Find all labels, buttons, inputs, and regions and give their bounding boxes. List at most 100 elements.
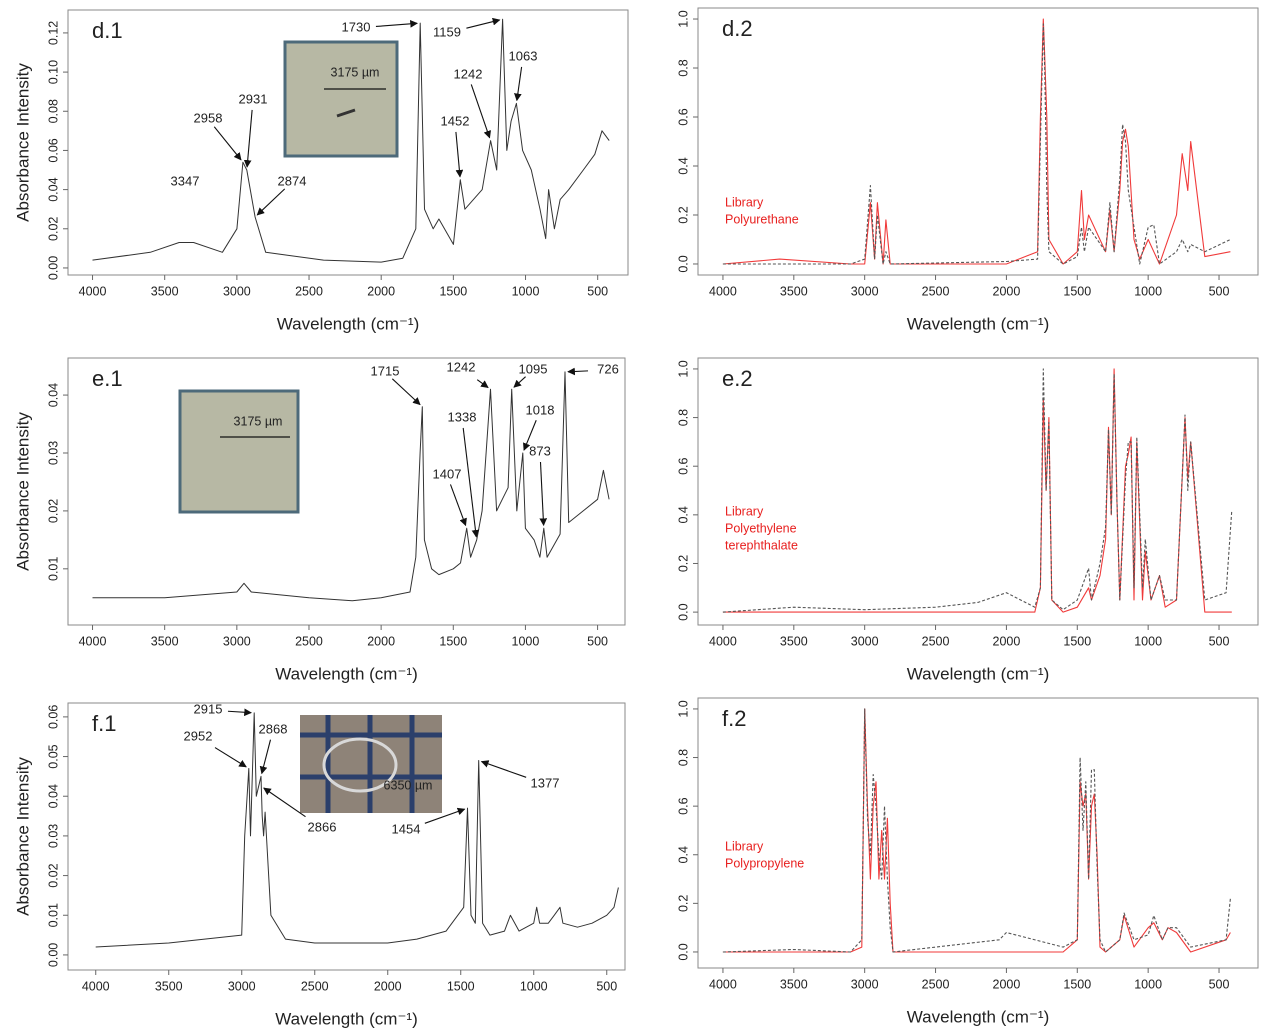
peak-label: 2868 (259, 721, 288, 736)
x-tick-label: 3500 (780, 634, 808, 648)
peak-label: 1338 (448, 409, 477, 424)
x-tick-label: 4000 (82, 979, 110, 993)
peak-arrow (256, 188, 286, 216)
peak-label: 2931 (239, 91, 268, 106)
spectrum-line (722, 18, 1231, 265)
peak-arrow (214, 747, 247, 768)
y-tick-label: 0.0 (676, 943, 690, 960)
panel-label: e.2 (722, 366, 753, 391)
peak-label: 726 (597, 361, 619, 376)
plot-frame (67, 702, 626, 971)
x-tick-label: 3500 (151, 284, 179, 298)
x-axis-label: Wavelength (cm⁻¹) (275, 1009, 417, 1028)
x-tick-label: 2500 (301, 979, 329, 993)
y-tick-label: 0.00 (46, 943, 60, 967)
y-tick-label: 0.02 (46, 499, 60, 523)
spectrum-line (722, 368, 1233, 613)
peak-label: 1454 (392, 821, 421, 836)
panel-label: f.2 (722, 706, 746, 731)
peak-arrow (466, 17, 501, 29)
spectrum-line (92, 371, 610, 602)
panel: 4000 3500 3000 2500 2000 1500 1000 500 0.00 0.01 0… (13, 701, 626, 1028)
x-tick-label: 1000 (1134, 284, 1162, 298)
peak-arrow (462, 427, 480, 538)
y-tick-label: 0.4 (676, 157, 690, 174)
peak-label: 1242 (454, 66, 483, 81)
x-tick-label: 500 (1209, 284, 1230, 298)
y-tick-label: 0.08 (46, 99, 60, 123)
panel: 4000 3500 3000 2500 2000 1500 1000 500 0.0 0.2 0.4… (676, 7, 1259, 333)
peak-arrow (523, 420, 537, 451)
peak-arrow (263, 787, 306, 818)
peak-arrow (514, 66, 523, 102)
y-tick-label: 0.06 (46, 705, 60, 729)
y-tick-label: 0.6 (676, 797, 690, 814)
y-tick-label: 0.8 (676, 749, 690, 766)
plot-frame (697, 7, 1259, 276)
peak-arrow (227, 708, 252, 717)
y-tick-label: 0.8 (676, 409, 690, 426)
peak-label: 1377 (531, 775, 560, 790)
y-tick-label: 0.01 (46, 557, 60, 581)
peak-label: 2958 (194, 110, 223, 125)
peak-label: 2874 (278, 173, 307, 188)
x-tick-label: 2000 (993, 977, 1021, 991)
spectrum-line (95, 712, 619, 948)
y-tick-label: 0.01 (46, 903, 60, 927)
y-tick-label: 0.04 (46, 383, 60, 407)
y-tick-label: 0.6 (676, 457, 690, 474)
y-axis-label: Absorbance Intensity (13, 757, 32, 916)
inset-image: 3175 µm (283, 40, 399, 158)
peak-label: 1095 (519, 361, 548, 376)
library-label: Polyethylene (725, 521, 797, 535)
x-axis-label: Wavelength (cm⁻¹) (907, 314, 1049, 333)
peak-label: 1407 (433, 466, 462, 481)
x-tick-label: 3500 (780, 977, 808, 991)
y-tick-label: 0.0 (676, 255, 690, 272)
peak-label: 2915 (194, 701, 223, 716)
x-tick-label: 1500 (1063, 634, 1091, 648)
library-label: Library (725, 195, 764, 209)
library-label: Polypropylene (725, 856, 804, 870)
inset-photo (178, 389, 300, 514)
x-tick-label: 500 (1209, 977, 1230, 991)
peak-label: 1159 (433, 24, 461, 39)
peak-arrow (539, 461, 548, 527)
x-tick-label: 3000 (223, 284, 251, 298)
spectrum-line (722, 708, 1231, 953)
library-label: Polyurethane (725, 212, 799, 226)
peak-label: 1730 (342, 19, 371, 34)
x-tick-label: 4000 (709, 634, 737, 648)
x-axis-label: Wavelength (cm⁻¹) (275, 664, 417, 683)
y-tick-label: 0.06 (46, 138, 60, 162)
peak-arrow (455, 131, 464, 178)
spectrum-line (722, 23, 1231, 265)
x-tick-label: 1500 (1063, 977, 1091, 991)
x-axis-label: Wavelength (cm⁻¹) (277, 314, 419, 333)
x-tick-label: 2000 (993, 284, 1021, 298)
peak-label: 2952 (184, 728, 213, 743)
y-tick-label: 0.04 (46, 784, 60, 808)
y-axis-label: Absorbance Intensity (13, 412, 32, 571)
x-tick-label: 3000 (228, 979, 256, 993)
inset-image: 6350 µm (300, 715, 442, 813)
peak-label: 1242 (447, 359, 476, 374)
y-tick-label: 0.12 (46, 21, 60, 45)
x-tick-label: 2000 (367, 634, 395, 648)
x-tick-label: 500 (596, 979, 617, 993)
x-tick-label: 1500 (1063, 284, 1091, 298)
y-tick-label: 0.04 (46, 177, 60, 201)
x-axis-label: Wavelength (cm⁻¹) (907, 664, 1049, 683)
y-tick-label: 0.02 (46, 217, 60, 241)
x-tick-label: 3000 (851, 284, 879, 298)
peak-arrow (567, 367, 589, 376)
x-tick-label: 3000 (851, 634, 879, 648)
panel: 4000 3500 3000 2500 2000 1500 1000 500 0.00 0.02 0… (13, 9, 629, 333)
x-tick-label: 3500 (155, 979, 183, 993)
library-label: Library (725, 504, 764, 518)
peak-arrow (424, 807, 466, 824)
x-tick-label: 3500 (780, 284, 808, 298)
x-tick-label: 2500 (922, 977, 950, 991)
y-tick-label: 0.10 (46, 60, 60, 84)
x-tick-label: 4000 (709, 977, 737, 991)
